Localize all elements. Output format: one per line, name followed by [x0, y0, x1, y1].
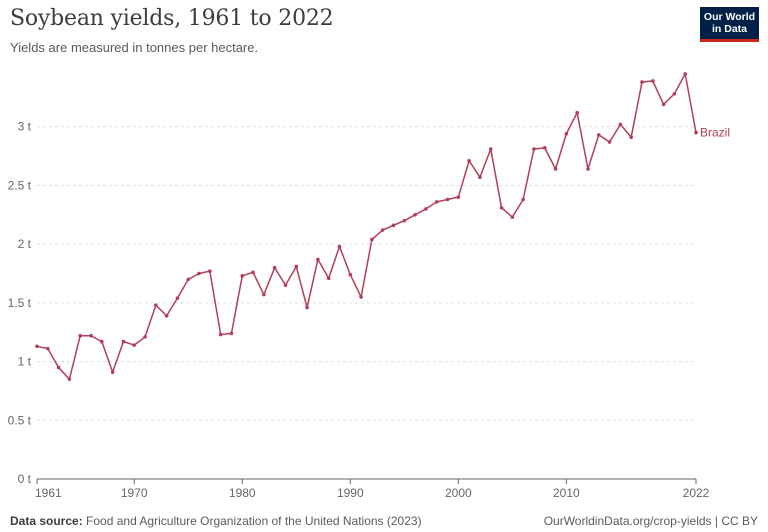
x-tick-label: 1980: [229, 486, 256, 500]
data-point: [661, 102, 666, 107]
data-point: [532, 147, 536, 151]
x-tick-label: 2000: [445, 486, 472, 500]
data-point: [488, 147, 493, 151]
data-point: [229, 331, 234, 336]
data-point: [326, 276, 331, 280]
data-point: [35, 344, 39, 349]
data-point: [208, 269, 212, 273]
data-point: [553, 167, 558, 171]
x-tick-label: 1961: [35, 486, 62, 500]
y-tick-label: 2.5 t: [8, 178, 32, 192]
data-point: [650, 79, 655, 83]
data-point: [521, 197, 525, 202]
data-point: [564, 131, 569, 136]
data-source: Data source: Food and Agriculture Organi…: [10, 514, 422, 528]
data-point: [197, 271, 201, 276]
data-point: [294, 264, 299, 269]
data-point: [251, 270, 255, 275]
data-point: [424, 207, 428, 211]
data-point: [164, 313, 169, 318]
data-point: [629, 135, 633, 140]
data-point: [175, 296, 180, 300]
data-point: [56, 365, 61, 370]
data-point: [370, 237, 374, 242]
data-point: [575, 110, 579, 115]
data-point: [596, 133, 601, 137]
series-line: [36, 73, 697, 380]
data-point: [132, 343, 137, 347]
data-point: [434, 200, 439, 204]
x-tick-label: 2022: [683, 486, 710, 500]
data-point: [100, 339, 104, 344]
y-tick-label: 0.5 t: [8, 413, 32, 427]
data-point: [413, 212, 417, 217]
data-point: [110, 370, 115, 374]
data-point: [348, 272, 353, 277]
data-point: [218, 332, 223, 337]
data-point: [478, 175, 482, 180]
data-source-text: Food and Agriculture Organization of the…: [86, 514, 422, 528]
data-point: [359, 295, 363, 299]
data-point: [542, 146, 547, 150]
data-point: [456, 195, 461, 199]
data-point: [305, 305, 309, 310]
data-point: [672, 92, 677, 96]
data-point: [380, 228, 385, 232]
data-point: [510, 215, 515, 219]
series-label: Brazil: [700, 126, 730, 140]
data-point: [467, 158, 471, 163]
data-source-label: Data source:: [10, 514, 83, 528]
chart-subtitle: Yields are measured in tonnes per hectar…: [10, 40, 259, 55]
logo-line-1: Our World: [703, 11, 756, 23]
data-point: [316, 257, 320, 262]
data-point: [154, 303, 158, 308]
data-point: [89, 333, 93, 338]
data-point: [694, 130, 698, 135]
data-point: [240, 274, 245, 278]
line-chart: 0 t 0.5 t 1 t 1.5 t 2 t 2.5 t 3 t 1961 1970 1980 1…: [8, 72, 730, 500]
data-point: [391, 223, 396, 228]
data-point: [618, 122, 623, 127]
data-point: [402, 218, 407, 223]
data-point: [186, 277, 191, 282]
y-tick-label: 3 t: [18, 120, 32, 134]
data-point: [78, 333, 83, 338]
data-point: [121, 339, 126, 344]
x-tick-label: 2010: [553, 486, 580, 500]
y-tick-label: 1.5 t: [8, 296, 32, 310]
data-point: [445, 197, 450, 202]
x-tick-label: 1990: [337, 486, 364, 500]
chart-title: Soybean yields, 1961 to 2022: [10, 6, 334, 31]
data-point: [67, 377, 72, 381]
data-point: [607, 140, 612, 144]
data-point: [586, 167, 590, 171]
data-point: [683, 72, 687, 76]
data-point: [640, 80, 644, 84]
data-point: [283, 283, 288, 288]
data-point: [272, 265, 277, 270]
data-point: [499, 205, 504, 210]
y-tick-label: 0 t: [18, 472, 32, 486]
data-point: [46, 346, 50, 351]
data-point: [337, 244, 342, 249]
y-tick-label: 2 t: [18, 237, 32, 251]
owid-logo[interactable]: Our World in Data: [700, 7, 759, 42]
x-tick-label: 1970: [121, 486, 148, 500]
credit-link[interactable]: OurWorldinData.org/crop-yields | CC BY: [543, 514, 758, 528]
data-point: [262, 292, 266, 297]
logo-line-2: in Data: [711, 23, 747, 35]
y-tick-label: 1 t: [18, 355, 32, 369]
data-point: [143, 335, 147, 339]
